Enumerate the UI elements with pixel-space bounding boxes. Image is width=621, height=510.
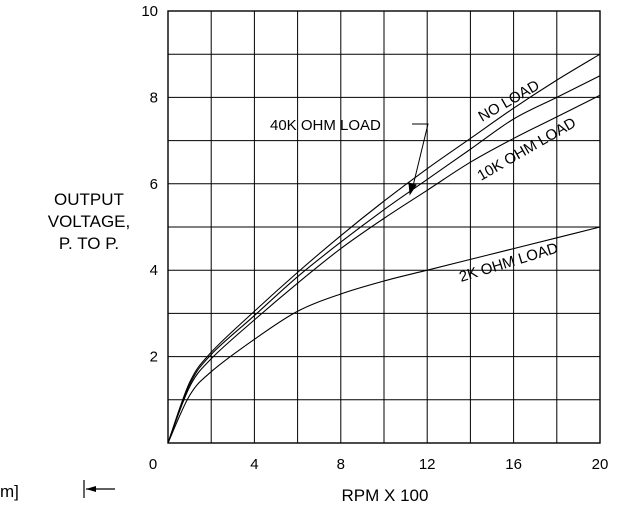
y-tick-label: 4 [150, 262, 158, 279]
x-tick-label: 16 [505, 456, 522, 473]
stray-text: m] [0, 482, 19, 501]
x-tick-label: 20 [592, 456, 609, 473]
series-line-1 [167, 75, 601, 444]
x-tick-label: 8 [337, 456, 345, 473]
y-axis-title-line-2: VOLTAGE, [48, 212, 131, 231]
series-label-no-load: NO LOAD [476, 77, 543, 126]
series-label-2k-ohm-load: 2K OHM LOAD [457, 240, 560, 286]
y-axis-title-line-3: P. TO P. [59, 234, 119, 253]
x-tick-labels: 0 4 8 12 16 20 [149, 456, 609, 473]
y-tick-label: 6 [150, 176, 158, 193]
series-label-40k-ohm-load: 40K OHM LOAD [270, 117, 381, 134]
x-axis-title: RPM X 100 [342, 486, 429, 505]
plot-grid [168, 11, 600, 443]
series-line-0 [167, 53, 601, 444]
stray-arrow [83, 480, 115, 498]
series-line-3 [167, 226, 601, 444]
x-tick-label: 12 [419, 456, 436, 473]
y-axis-title: OUTPUT VOLTAGE, P. TO P. [48, 190, 131, 253]
y-tick-label: 8 [150, 89, 158, 106]
leader-arrow-40k [408, 123, 429, 196]
y-tick-label: 2 [150, 349, 158, 366]
y-axis-title-line-1: OUTPUT [54, 190, 124, 209]
x-tick-label: 4 [250, 456, 258, 473]
series-line-2 [167, 94, 601, 444]
series-curves [167, 53, 601, 444]
y-tick-labels: 2 4 6 8 10 [141, 3, 158, 366]
y-tick-label: 10 [141, 3, 158, 20]
x-tick-label: 0 [149, 456, 157, 473]
